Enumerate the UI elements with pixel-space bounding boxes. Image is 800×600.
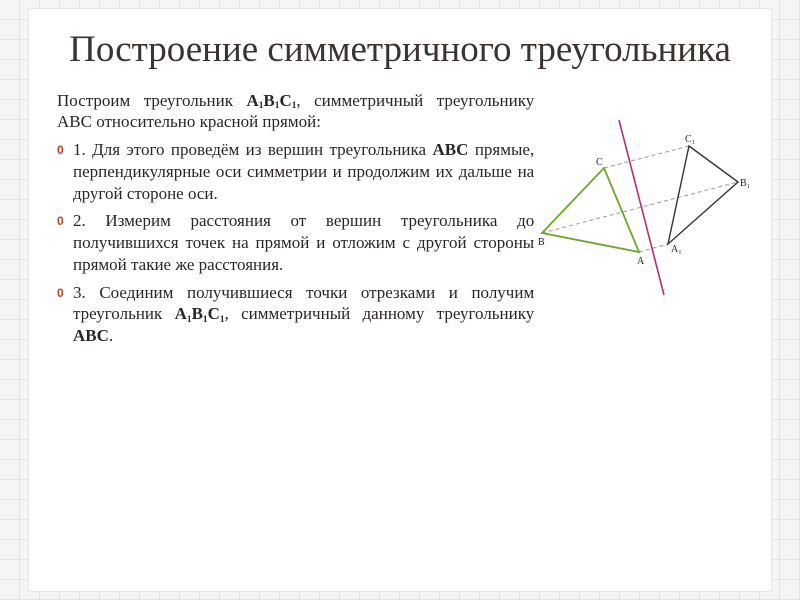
slide-title: Построение симметричного треугольника	[57, 29, 743, 72]
label-a1b1c1: A1B1C1	[246, 91, 296, 110]
step3-b: , симметричный данному треугольнику	[225, 304, 535, 323]
body-row: Построим треугольник A1B1C1, симметричны…	[57, 90, 743, 353]
symmetry-figure: B C A B₁ C₁ A₁	[534, 110, 749, 310]
step3-c: .	[109, 326, 113, 345]
intro-paragraph: Построим треугольник A1B1C1, симметричны…	[57, 90, 534, 134]
svg-text:A₁: A₁	[671, 244, 682, 255]
steps-list: 1. Для этого проведём из вершин треуголь…	[57, 139, 534, 347]
figure-column: BCAB₁C₁A₁	[534, 90, 743, 353]
svg-text:C: C	[596, 157, 603, 168]
svg-text:C₁: C₁	[685, 134, 695, 145]
list-item: 1. Для этого проведём из вершин треуголь…	[57, 139, 534, 204]
text-column: Построим треугольник A1B1C1, симметричны…	[57, 90, 534, 353]
intro-text-a: Построим треугольник	[57, 91, 246, 110]
step1-a: 1. Для этого проведём из вершин треуголь…	[73, 140, 433, 159]
label-abc: ABC	[73, 326, 109, 345]
slide-page: Построение симметричного треугольника По…	[28, 8, 772, 592]
svg-text:B: B	[538, 237, 545, 248]
label-a1b1c1: A1B1C1	[175, 304, 225, 323]
list-item: 3. Соединим получившиеся точки отрезками…	[57, 282, 534, 347]
svg-text:A: A	[637, 256, 645, 267]
label-abc: ABC	[433, 140, 469, 159]
step2: 2. Измерим расстояния от вершин треуголь…	[73, 211, 534, 274]
list-item: 2. Измерим расстояния от вершин треуголь…	[57, 210, 534, 275]
svg-text:B₁: B₁	[740, 178, 749, 189]
